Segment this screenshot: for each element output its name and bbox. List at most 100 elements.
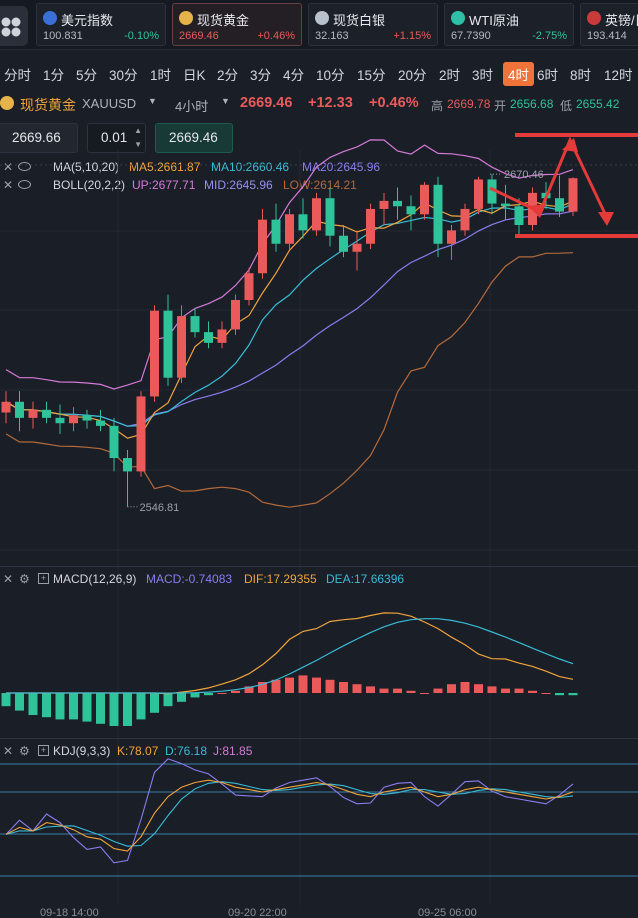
period-tab[interactable]: 1分 <box>43 68 65 83</box>
time-axis-label: 09-25 06:00 <box>418 907 477 918</box>
period-tab[interactable]: 3时 <box>472 68 494 83</box>
macd-settings-icon[interactable]: ⚙ <box>19 572 30 586</box>
candle-body <box>501 203 510 207</box>
period-tab[interactable]: 分时 <box>4 68 31 83</box>
candle-body <box>109 425 119 459</box>
lot-decrease-icon[interactable]: ▼ <box>134 140 142 149</box>
macd-bar <box>204 693 213 696</box>
period-tab[interactable]: 日K <box>183 68 206 83</box>
macd-bar <box>69 693 78 720</box>
macd-bar <box>42 693 51 718</box>
macd-bar <box>366 686 375 693</box>
macd-label[interactable]: MACD(12,26,9) <box>53 572 137 586</box>
period-tab[interactable]: 8时 <box>570 68 592 83</box>
candle-body <box>460 208 470 231</box>
candle-body <box>82 415 92 421</box>
ticker-card[interactable]: 英镑/日 193.414 <box>580 3 638 46</box>
kdj-legend: ✕ ⚙ + KDJ(9,3,3) K:78.07 D:76.18 J:81.85 <box>0 744 420 760</box>
symbol-name[interactable]: 现货黄金 <box>20 97 76 113</box>
kdj-close-icon[interactable]: ✕ <box>3 744 14 758</box>
ticker-card[interactable]: 现货黄金 2669.46 +0.46% <box>172 3 302 46</box>
candle-body <box>136 396 146 472</box>
ticker-price: 67.7390 <box>451 30 491 42</box>
ticker-price: 193.414 <box>587 30 627 42</box>
ma-label[interactable]: MA(5,10,20) <box>53 160 120 174</box>
ticker-price: 2669.46 <box>179 30 219 42</box>
period-tab[interactable]: 4时 <box>503 62 535 86</box>
macd-bar <box>352 684 362 693</box>
candle-body <box>541 192 551 199</box>
period-tab[interactable]: 5分 <box>76 68 98 83</box>
macd-bar <box>406 690 416 693</box>
candle-body <box>55 417 65 424</box>
gold-coin-icon <box>0 96 14 110</box>
symbol-code[interactable]: XAUUSD <box>82 96 137 111</box>
candle-body <box>123 458 132 472</box>
period-tab[interactable]: 1时 <box>150 68 172 83</box>
candle-body <box>568 178 578 212</box>
ticker-card[interactable]: WTI原油 67.7390 -2.75% <box>444 3 574 46</box>
price-change-pct: +0.46% <box>369 95 419 111</box>
macd-bar <box>312 677 321 693</box>
candle-body <box>447 230 456 244</box>
time-axis-label: 09-18 14:00 <box>40 907 99 918</box>
candle-body <box>555 198 564 212</box>
lot-input[interactable]: 0.01 ▲ ▼ <box>87 123 146 153</box>
low-value: 2655.42 <box>576 97 620 111</box>
kdj-settings-icon[interactable]: ⚙ <box>19 744 30 758</box>
macd-bar <box>231 690 240 693</box>
app-logo[interactable] <box>0 6 28 46</box>
ticker-card[interactable]: 现货白银 32.163 +1.15% <box>308 3 438 46</box>
period-tab[interactable]: 2时 <box>439 68 461 83</box>
period-tab[interactable]: 4分 <box>283 68 305 83</box>
period-tab[interactable]: 30分 <box>109 68 138 83</box>
period-tab[interactable]: 3分 <box>250 68 272 83</box>
period-tab[interactable]: 2分 <box>217 68 239 83</box>
ticker-name: 现货黄金 <box>197 13 250 28</box>
period-tab[interactable]: 6时 <box>537 68 559 83</box>
candle-body <box>69 415 78 424</box>
lot-value[interactable]: 0.01 <box>101 130 128 145</box>
macd-expand-icon[interactable]: + <box>38 573 49 584</box>
timeframe-label[interactable]: 4小时 <box>175 99 209 114</box>
boll-close-icon[interactable]: ✕ <box>3 178 14 192</box>
candle-body <box>352 243 362 252</box>
kdj-label[interactable]: KDJ(9,3,3) <box>53 744 111 758</box>
kdj-d-value: D:76.18 <box>165 744 208 758</box>
sell-price-box[interactable]: 2669.66 <box>0 123 78 153</box>
ticker-card[interactable]: 美元指数 100.831 -0.10% <box>36 3 166 46</box>
silver-coin-icon <box>315 11 329 25</box>
period-tabs: 分时 1分 5分 30分 1时 日K 2分 3分 4分 10分 15分 20分 2时 3时 4时 6时 8时 12… <box>0 58 638 88</box>
period-tab[interactable]: 12时 <box>604 68 633 83</box>
candle-body <box>217 329 227 343</box>
oil-icon <box>451 11 465 25</box>
kdj-expand-icon[interactable]: + <box>38 745 49 756</box>
buy-price-box[interactable]: 2669.46 <box>155 123 233 153</box>
ticker-change: -2.75% <box>532 30 567 42</box>
ma-close-icon[interactable]: ✕ <box>3 160 14 174</box>
dif-value: DIF:17.29355 <box>244 572 317 586</box>
ticker-price: 100.831 <box>43 30 83 42</box>
lot-increase-icon[interactable]: ▲ <box>134 126 142 135</box>
candle-body <box>285 214 294 244</box>
boll-visibility-icon[interactable] <box>18 180 31 189</box>
macd-bar <box>190 693 200 698</box>
ma5-value: MA5:2661.87 <box>129 160 201 174</box>
ma-visibility-icon[interactable] <box>18 162 31 171</box>
boll-label[interactable]: BOLL(20,2,2) <box>53 178 126 192</box>
dif-line <box>6 612 574 695</box>
period-tab[interactable]: 15分 <box>357 68 386 83</box>
macd-bar <box>15 693 24 711</box>
macd-close-icon[interactable]: ✕ <box>3 572 14 586</box>
symbol-dropdown-icon[interactable]: ▼ <box>148 96 157 106</box>
timeframe-dropdown-icon[interactable]: ▼ <box>221 96 230 106</box>
low-label: 低 <box>560 99 573 113</box>
current-price: 2669.46 <box>240 95 293 111</box>
candle-body <box>474 179 483 209</box>
period-tab[interactable]: 20分 <box>398 68 427 83</box>
macd-bar <box>474 684 483 693</box>
period-tab[interactable]: 10分 <box>316 68 345 83</box>
macd-bar <box>325 679 335 693</box>
macd-bar <box>447 684 456 693</box>
